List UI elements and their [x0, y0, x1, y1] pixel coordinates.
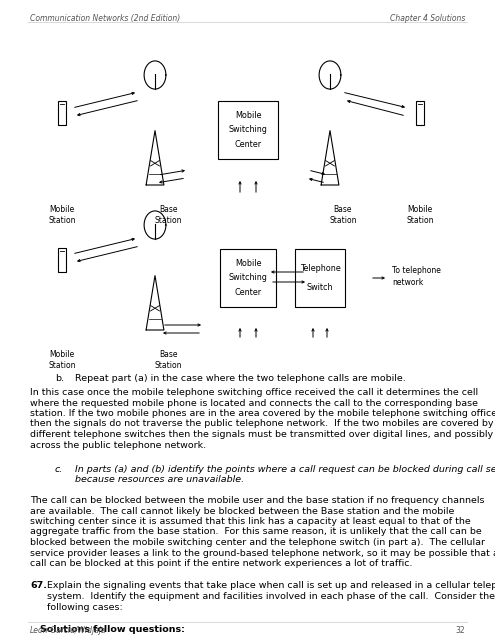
Text: Chapter 4 Solutions: Chapter 4 Solutions — [390, 14, 465, 23]
Text: station. If the two mobile phones are in the area covered by the mobile telephon: station. If the two mobile phones are in… — [30, 409, 495, 418]
Text: aggregate traffic from the base station.  For this same reason, it is unlikely t: aggregate traffic from the base station.… — [30, 527, 482, 536]
Text: Station: Station — [154, 216, 182, 225]
Text: Station: Station — [48, 216, 76, 225]
Text: Base: Base — [159, 205, 177, 214]
Text: where the requested mobile phone is located and connects the call to the corresp: where the requested mobile phone is loca… — [30, 399, 478, 408]
Text: because resources are unavailable.: because resources are unavailable. — [75, 476, 244, 484]
Text: Base: Base — [159, 350, 177, 359]
Text: Mobile: Mobile — [407, 205, 433, 214]
Text: different telephone switches then the signals must be transmitted over digital l: different telephone switches then the si… — [30, 430, 493, 439]
Text: b.: b. — [55, 374, 64, 383]
Text: call can be blocked at this point if the entire network experiences a lot of tra: call can be blocked at this point if the… — [30, 559, 412, 568]
Text: 67.: 67. — [30, 582, 47, 591]
Text: Switching: Switching — [229, 125, 267, 134]
Bar — [218, 101, 278, 159]
Text: Repeat part (a) in the case where the two telephone calls are mobile.: Repeat part (a) in the case where the tw… — [75, 374, 406, 383]
Text: following cases:: following cases: — [47, 602, 123, 611]
Text: c.: c. — [55, 465, 63, 474]
Bar — [415, 101, 424, 125]
Text: Explain the signaling events that take place when call is set up and released in: Explain the signaling events that take p… — [47, 582, 495, 591]
Text: The call can be blocked between the mobile user and the base station if no frequ: The call can be blocked between the mobi… — [30, 496, 485, 505]
Text: Leon-Garcia/Widjaja: Leon-Garcia/Widjaja — [30, 626, 106, 635]
Text: across the public telephone network.: across the public telephone network. — [30, 440, 206, 449]
Text: To telephone: To telephone — [392, 266, 441, 275]
Text: In parts (a) and (b) identify the points where a call request can be blocked dur: In parts (a) and (b) identify the points… — [75, 465, 495, 474]
Text: Switch: Switch — [307, 283, 333, 292]
Text: Mobile: Mobile — [50, 350, 75, 359]
Bar — [220, 249, 277, 307]
Text: Base: Base — [334, 205, 352, 214]
Text: Station: Station — [406, 216, 434, 225]
Text: Telephone: Telephone — [299, 264, 341, 273]
Text: Mobile: Mobile — [50, 205, 75, 214]
Text: Mobile: Mobile — [235, 111, 261, 120]
Text: Station: Station — [329, 216, 357, 225]
Text: Center: Center — [235, 288, 261, 297]
Text: service provider leases a link to the ground-based telephone network, so it may : service provider leases a link to the gr… — [30, 548, 495, 557]
Bar — [295, 249, 345, 307]
Text: Solutions follow questions:: Solutions follow questions: — [40, 625, 185, 634]
Text: Communication Networks (2nd Edition): Communication Networks (2nd Edition) — [30, 14, 180, 23]
Text: Switching: Switching — [229, 273, 267, 282]
Text: blocked between the mobile switching center and the telephone switch (in part a): blocked between the mobile switching cen… — [30, 538, 485, 547]
Text: 32: 32 — [455, 626, 465, 635]
Text: Mobile: Mobile — [235, 259, 261, 268]
Text: are available.  The call cannot likely be blocked between the Base station and t: are available. The call cannot likely be… — [30, 506, 454, 515]
Text: Station: Station — [48, 361, 76, 370]
Text: switching center since it is assumed that this link has a capacity at least equa: switching center since it is assumed tha… — [30, 517, 471, 526]
Bar — [57, 101, 66, 125]
Text: system.  Identify the equipment and facilities involved in each phase of the cal: system. Identify the equipment and facil… — [47, 592, 495, 601]
Text: Station: Station — [154, 361, 182, 370]
Text: In this case once the mobile telephone switching office received the call it det: In this case once the mobile telephone s… — [30, 388, 478, 397]
Text: network: network — [392, 278, 423, 287]
Text: then the signals do not traverse the public telephone network.  If the two mobil: then the signals do not traverse the pub… — [30, 419, 494, 429]
Text: Center: Center — [235, 140, 261, 149]
Bar — [57, 248, 66, 272]
